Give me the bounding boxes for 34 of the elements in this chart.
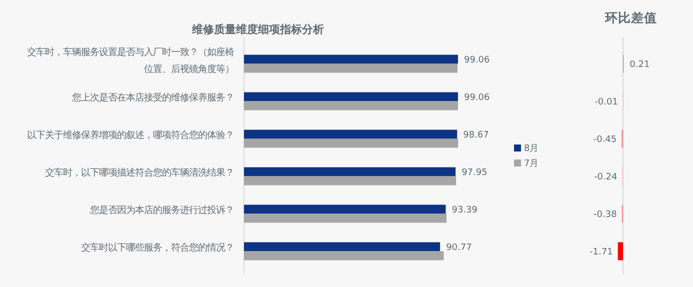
data-label: -1.71: [590, 247, 613, 258]
y-tick-label: 您上次是否在本店接受的维修保养服务？: [71, 92, 234, 104]
bar: [244, 138, 458, 148]
bar: [244, 130, 458, 139]
y-tick-label: 您是否因为本店的服务进行过投诉？: [89, 205, 234, 216]
legend-label: 7月: [524, 159, 539, 170]
data-label: 90.77: [446, 242, 472, 253]
data-label: 0.21: [630, 60, 650, 70]
chart-title: 环比差值: [604, 10, 657, 25]
y-tick-label: 以下关于维修保养增项的叙述，哪项符合您的体验？: [27, 130, 234, 142]
data-label: -0.38: [594, 210, 618, 220]
bar: [244, 167, 456, 176]
y-tick-label: 交车时，车辆服务设置是否与入厂时一致？（如座椅位置、后视镜角度等）: [27, 47, 234, 76]
bar: [244, 204, 446, 214]
data-label: 98.67: [463, 130, 489, 140]
bar: [244, 101, 458, 110]
bar: [244, 251, 444, 260]
bar: [244, 64, 458, 73]
data-label: -0.01: [594, 97, 618, 108]
data-label: 97.95: [462, 168, 488, 178]
bar: [244, 176, 456, 186]
data-label: -0.24: [594, 172, 618, 182]
data-label: 99.06: [464, 92, 490, 103]
chart-title: 维修质量维度细项指标分析: [191, 23, 324, 36]
bar: [244, 54, 458, 64]
data-label: -0.45: [593, 134, 617, 145]
data-label: 93.39: [452, 205, 478, 216]
legend-label: 8月: [524, 144, 539, 154]
y-tick-label: 交车时，以下哪项描述符合您的车辆清洗结果？: [45, 168, 234, 179]
bar: [244, 214, 447, 223]
data-label: 99.06: [464, 55, 490, 66]
bar: [244, 92, 458, 102]
y-tick-label: 交车时以下哪些服务，符合您的情况？: [81, 242, 234, 254]
bar: [244, 242, 440, 252]
